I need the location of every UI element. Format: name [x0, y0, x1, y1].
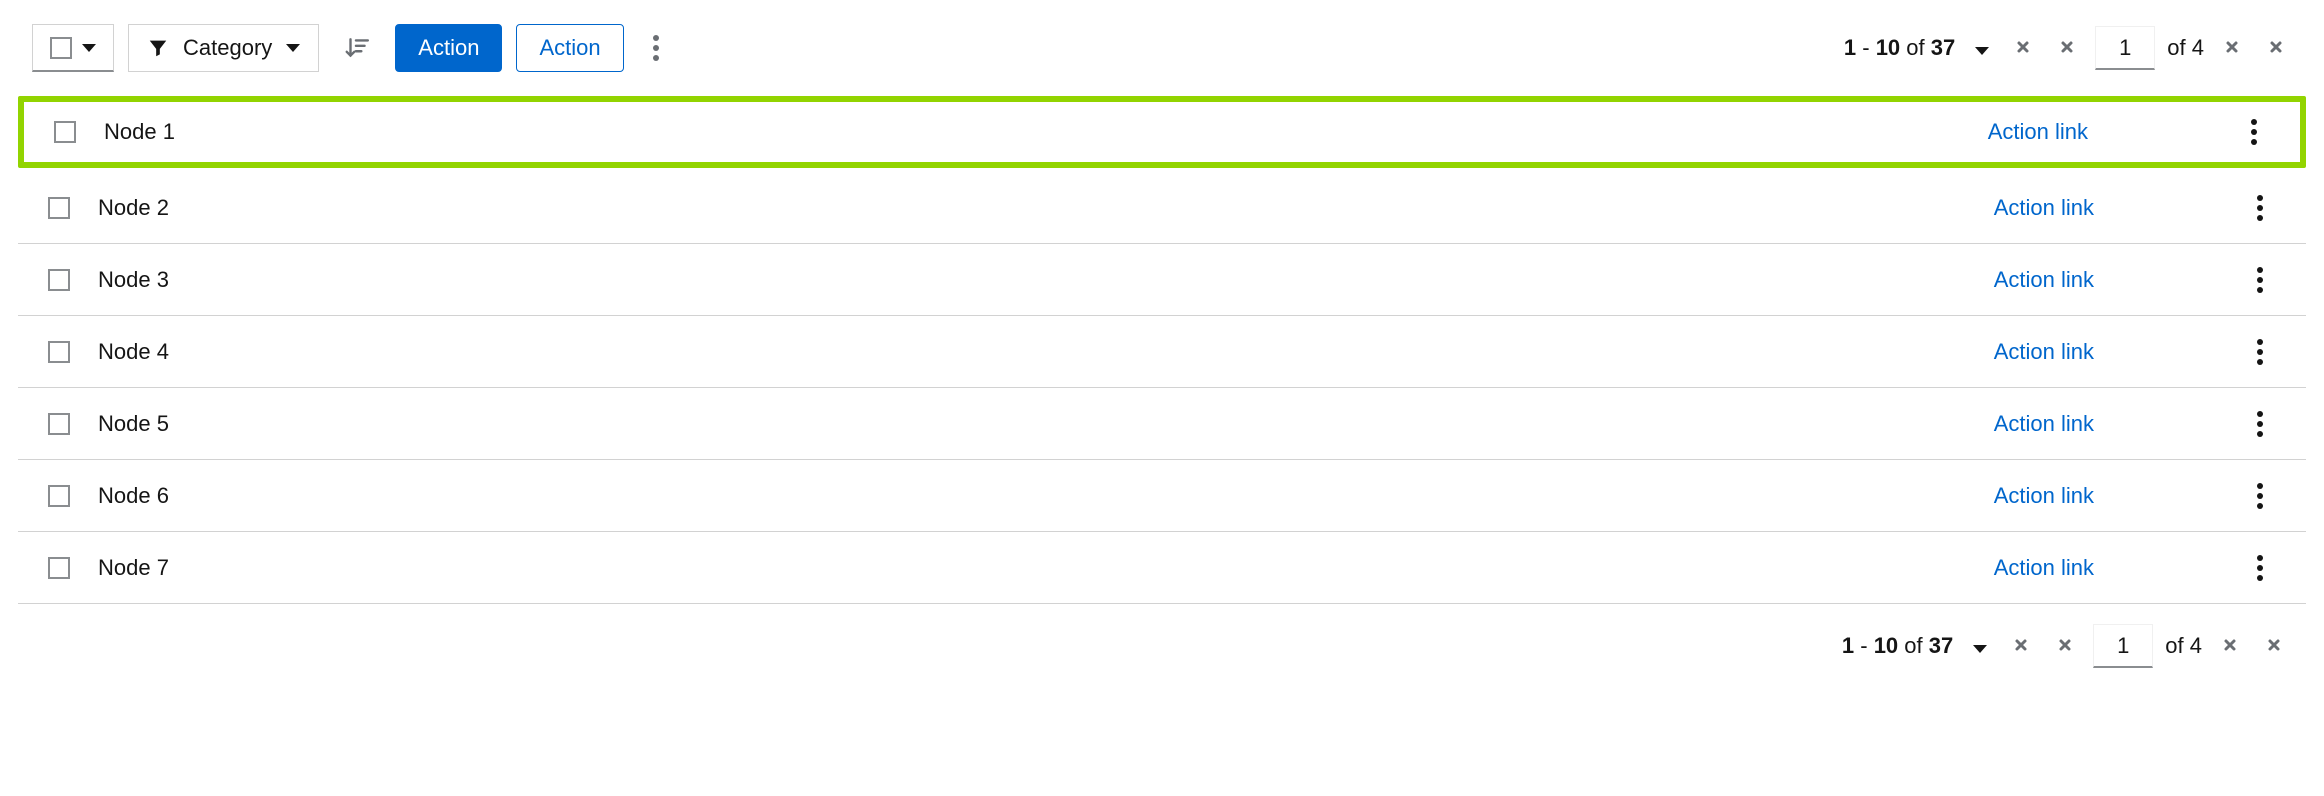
items-range: 1 - 10 of 37	[1842, 633, 1955, 659]
table-row: Node 1 Action link	[24, 102, 2300, 162]
next-page-button[interactable]	[2214, 630, 2246, 662]
kebab-icon	[2257, 483, 2263, 509]
toolbar: Category Action Action 1 - 10 o	[18, 20, 2306, 96]
primary-action-button[interactable]: Action	[395, 24, 502, 72]
toolbar-right: 1 - 10 of 37 of 4	[1844, 26, 2292, 70]
row-action-link[interactable]: Action link	[1994, 555, 2214, 581]
kebab-icon	[2257, 339, 2263, 365]
row-overflow-menu[interactable]	[2242, 472, 2278, 520]
row-name: Node 4	[98, 339, 1966, 365]
total-pages: 4	[2192, 35, 2204, 60]
row-overflow-menu[interactable]	[2242, 184, 2278, 232]
row-checkbox[interactable]	[48, 197, 70, 219]
row-name: Node 6	[98, 483, 1966, 509]
kebab-icon	[653, 35, 659, 61]
range-end: 10	[1876, 35, 1900, 60]
row-name: Node 3	[98, 267, 1966, 293]
filter-icon	[147, 37, 169, 59]
kebab-icon	[2257, 195, 2263, 221]
next-page-button[interactable]	[2216, 32, 2248, 64]
items-per-page-toggle[interactable]	[1969, 35, 1995, 61]
row-action-link[interactable]: Action link	[1988, 119, 2208, 145]
row-checkbox[interactable]	[48, 485, 70, 507]
table-row: Node 4 Action link	[18, 316, 2306, 388]
kebab-icon	[2257, 555, 2263, 581]
row-action-link[interactable]: Action link	[1994, 483, 2214, 509]
kebab-icon	[2257, 267, 2263, 293]
total-pages: 4	[2190, 633, 2202, 658]
toolbar-overflow-menu[interactable]	[638, 24, 674, 72]
highlighted-row: Node 1 Action link	[18, 96, 2306, 168]
kebab-icon	[2251, 119, 2257, 145]
table-row: Node 7 Action link	[18, 532, 2306, 604]
row-checkbox[interactable]	[48, 269, 70, 291]
pagination-top: 1 - 10 of 37 of 4	[1844, 26, 2292, 70]
row-overflow-menu[interactable]	[2236, 108, 2272, 156]
row-checkbox[interactable]	[48, 413, 70, 435]
table-row: Node 5 Action link	[18, 388, 2306, 460]
row-checkbox[interactable]	[54, 121, 76, 143]
caret-down-icon	[286, 44, 300, 52]
row-name: Node 1	[104, 119, 1960, 145]
table-row: Node 3 Action link	[18, 244, 2306, 316]
row-action-link[interactable]: Action link	[1994, 195, 2214, 221]
row-action-link[interactable]: Action link	[1994, 339, 2214, 365]
secondary-action-label: Action	[539, 35, 600, 61]
range-start: 1	[1842, 633, 1854, 658]
primary-action-label: Action	[418, 35, 479, 61]
select-all-checkbox[interactable]	[50, 37, 72, 59]
page-number-input[interactable]	[2095, 26, 2155, 70]
row-overflow-menu[interactable]	[2242, 328, 2278, 376]
row-overflow-menu[interactable]	[2242, 256, 2278, 304]
table-row: Node 6 Action link	[18, 460, 2306, 532]
bottom-bar: 1 - 10 of 37 of 4	[18, 604, 2306, 672]
range-start: 1	[1844, 35, 1856, 60]
filter-label: Category	[183, 35, 272, 61]
caret-down-icon	[82, 44, 96, 52]
first-page-button[interactable]	[2007, 32, 2039, 64]
last-page-button[interactable]	[2260, 32, 2292, 64]
data-table: Node 1Action linkNode 2Action linkNode 3…	[18, 96, 2306, 604]
range-end: 10	[1874, 633, 1898, 658]
sort-button[interactable]	[333, 24, 381, 72]
page-number-input[interactable]	[2093, 624, 2153, 668]
row-action-link[interactable]: Action link	[1994, 267, 2214, 293]
row-overflow-menu[interactable]	[2242, 400, 2278, 448]
kebab-icon	[2257, 411, 2263, 437]
total-items: 37	[1931, 35, 1955, 60]
of-pages: of 4	[2167, 35, 2204, 61]
table-row: Node 2 Action link	[18, 172, 2306, 244]
prev-page-button[interactable]	[2049, 630, 2081, 662]
caret-down-icon	[1975, 47, 1989, 55]
select-all-dropdown[interactable]	[32, 24, 114, 72]
row-name: Node 2	[98, 195, 1966, 221]
prev-page-button[interactable]	[2051, 32, 2083, 64]
row-name: Node 5	[98, 411, 1966, 437]
caret-down-icon	[1973, 645, 1987, 653]
row-overflow-menu[interactable]	[2242, 544, 2278, 592]
row-checkbox[interactable]	[48, 341, 70, 363]
filter-category-dropdown[interactable]: Category	[128, 24, 319, 72]
last-page-button[interactable]	[2258, 630, 2290, 662]
row-checkbox[interactable]	[48, 557, 70, 579]
first-page-button[interactable]	[2005, 630, 2037, 662]
total-items: 37	[1929, 633, 1953, 658]
toolbar-left: Category Action Action	[32, 24, 674, 72]
secondary-action-button[interactable]: Action	[516, 24, 623, 72]
items-range: 1 - 10 of 37	[1844, 35, 1957, 61]
of-pages: of 4	[2165, 633, 2202, 659]
pagination-bottom: 1 - 10 of 37 of 4	[1842, 624, 2290, 668]
row-name: Node 7	[98, 555, 1966, 581]
items-per-page-toggle[interactable]	[1967, 633, 1993, 659]
row-action-link[interactable]: Action link	[1994, 411, 2214, 437]
